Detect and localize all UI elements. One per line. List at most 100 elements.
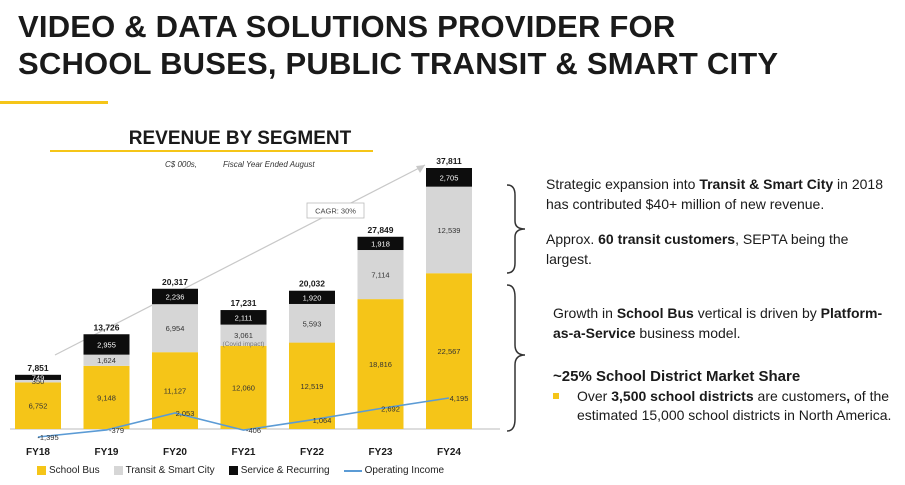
oi-label-fy22: 1,064 xyxy=(313,416,332,425)
legend-swatch-service xyxy=(228,466,238,475)
data-label-service-recurring-fy23: 1,918 xyxy=(371,239,390,248)
oi-label-fy23: 2,692 xyxy=(381,404,400,413)
school-bus-note-bold-1: School Bus xyxy=(616,305,694,321)
bar-service-recurring-fy24 xyxy=(426,168,472,187)
data-label-transit-smart-city-fy20: 6,954 xyxy=(166,324,185,333)
total-label-fy22: 20,032 xyxy=(299,279,325,289)
data-label-transit-smart-city-fy21: 3,061 xyxy=(234,331,253,340)
transit-note-1: Strategic expansion into Transit & Smart… xyxy=(546,174,901,214)
data-label-transit-smart-city-fy18: 350 xyxy=(32,377,45,386)
cagr-arrow-head xyxy=(416,165,425,173)
oi-label-fy18: -1,395 xyxy=(37,433,58,442)
bullet-post: of the estimated 15,000 school districts… xyxy=(577,388,892,423)
market-share-heading: ~25% School District Market Share xyxy=(553,368,801,385)
oi-label-fy24: 4,195 xyxy=(450,394,469,403)
legend-swatch-transit xyxy=(113,466,123,475)
legend-item-service: Service & Recurring xyxy=(228,465,330,476)
bullet-bold-2: , xyxy=(846,388,851,404)
tick-label-fy21: FY21 xyxy=(232,447,256,458)
units-note: C$ 000s, Fiscal Year Ended August xyxy=(165,160,341,169)
page-title-line-1: VIDEO & DATA SOLUTIONS PROVIDER FOR xyxy=(18,9,676,44)
bullet-marker-icon xyxy=(553,393,559,399)
bar-school-bus-fy18 xyxy=(15,382,61,429)
data-label-service-recurring-fy24: 2,705 xyxy=(440,173,459,182)
transit-note-2: Approx. 60 transit customers, SEPTA bein… xyxy=(546,229,886,269)
total-label-fy23: 27,849 xyxy=(368,225,394,235)
bar-school-bus-fy24 xyxy=(426,273,472,429)
cagr-arrow-line xyxy=(54,164,426,356)
legend-item-operating-income: Operating Income xyxy=(343,465,445,476)
data-label-school-bus-fy23: 18,816 xyxy=(369,360,392,369)
bar-service-recurring-fy23 xyxy=(357,236,404,251)
legend-label-service: Service & Recurring xyxy=(240,465,330,476)
bar-service-recurring-fy19 xyxy=(83,334,130,355)
legend-label-school-bus: School Bus xyxy=(49,465,100,476)
transit-note-2-post: , SEPTA being the largest. xyxy=(546,231,849,267)
bar-service-recurring-fy18 xyxy=(15,374,61,380)
transit-note-2-pre: Approx. xyxy=(546,231,599,247)
bar-transit-smart-city-fy24 xyxy=(426,186,472,274)
total-label-fy24: 37,811 xyxy=(436,156,462,166)
data-label-school-bus-fy20: 11,127 xyxy=(164,387,186,396)
bar-transit-smart-city-fy19 xyxy=(83,354,130,366)
data-label-service-recurring-fy18: 749 xyxy=(32,373,45,382)
title-underline xyxy=(0,101,108,104)
operating-income-line xyxy=(37,397,450,438)
legend-item-transit: Transit & Smart City xyxy=(113,465,215,476)
data-label-transit-smart-city-fy19: 1,624 xyxy=(97,356,116,365)
bar-transit-smart-city-fy22 xyxy=(289,303,335,343)
bullet-mid: are customers xyxy=(753,388,847,404)
bullet-bold-1: 3,500 school districts xyxy=(611,388,754,404)
transit-note-1-bold: Transit & Smart City xyxy=(699,176,834,192)
chart-title-rule xyxy=(50,150,373,152)
transit-note-2-bold: 60 transit customers xyxy=(598,231,736,247)
data-label-transit-smart-city-fy23: 7,114 xyxy=(371,271,389,280)
bar-transit-smart-city-fy23 xyxy=(357,250,404,300)
legend-label-operating-income: Operating Income xyxy=(364,465,445,476)
tick-label-fy24: FY24 xyxy=(437,447,461,458)
units-label: C$ 000s, xyxy=(165,160,198,169)
chart-title: REVENUE BY SEGMENT xyxy=(128,128,352,149)
total-label-fy20: 20,317 xyxy=(162,277,188,287)
bar-school-bus-fy23 xyxy=(357,299,404,429)
school-bus-note-bold-2: Platform-as-a-Service xyxy=(553,305,883,341)
data-label-service-recurring-fy21: 2,111 xyxy=(235,313,253,322)
bullet-pre: Over xyxy=(577,388,612,404)
legend-swatch-operating-income xyxy=(343,469,362,472)
data-label-transit-smart-city-fy24: 12,539 xyxy=(438,226,461,235)
total-label-fy19: 13,726 xyxy=(94,322,120,332)
transit-note-1-pre: Strategic expansion into xyxy=(546,176,700,192)
data-label-service-recurring-fy22: 1,920 xyxy=(303,293,322,302)
covid-annotation: (Covid impact) xyxy=(223,341,265,348)
bar-transit-smart-city-fy20 xyxy=(152,304,198,353)
oi-label-fy19: -379 xyxy=(109,426,124,435)
page-title-line-2: SCHOOL BUSES, PUBLIC TRANSIT & SMART CIT… xyxy=(18,46,779,81)
data-label-school-bus-fy19: 9,148 xyxy=(97,393,116,402)
legend-swatch-school-bus xyxy=(37,466,46,475)
bar-transit-smart-city-fy18 xyxy=(15,379,61,383)
total-label-fy18: 7,851 xyxy=(27,363,49,373)
bar-school-bus-fy19 xyxy=(83,365,130,429)
data-label-transit-smart-city-fy22: 5,593 xyxy=(303,319,322,328)
page-title: VIDEO & DATA SOLUTIONS PROVIDER FOR SCHO… xyxy=(18,8,898,82)
tick-label-fy18: FY18 xyxy=(26,447,50,458)
brace-transit xyxy=(506,184,526,274)
bar-service-recurring-fy22 xyxy=(289,290,335,304)
cagr-label: CAGR: 30% xyxy=(315,207,356,216)
oi-label-fy21: -406 xyxy=(246,426,261,435)
school-bus-note-mid: vertical is driven by xyxy=(693,305,821,321)
data-label-service-recurring-fy20: 2,236 xyxy=(166,292,185,301)
bar-service-recurring-fy21 xyxy=(220,310,267,325)
bar-school-bus-fy21 xyxy=(220,345,267,429)
tick-label-fy22: FY22 xyxy=(300,447,324,458)
tick-label-fy20: FY20 xyxy=(163,447,187,458)
cagr-box xyxy=(306,202,365,219)
market-share-bullet: Over 3,500 school districts are customer… xyxy=(553,387,898,425)
total-label-fy21: 17,231 xyxy=(231,298,257,308)
oi-label-fy20: 2,053 xyxy=(176,409,195,418)
school-bus-note: Growth in School Bus vertical is driven … xyxy=(553,303,883,343)
data-label-school-bus-fy24: 22,567 xyxy=(438,347,461,356)
data-label-school-bus-fy22: 12,519 xyxy=(301,382,324,391)
legend-label-transit: Transit & Smart City xyxy=(125,465,215,476)
